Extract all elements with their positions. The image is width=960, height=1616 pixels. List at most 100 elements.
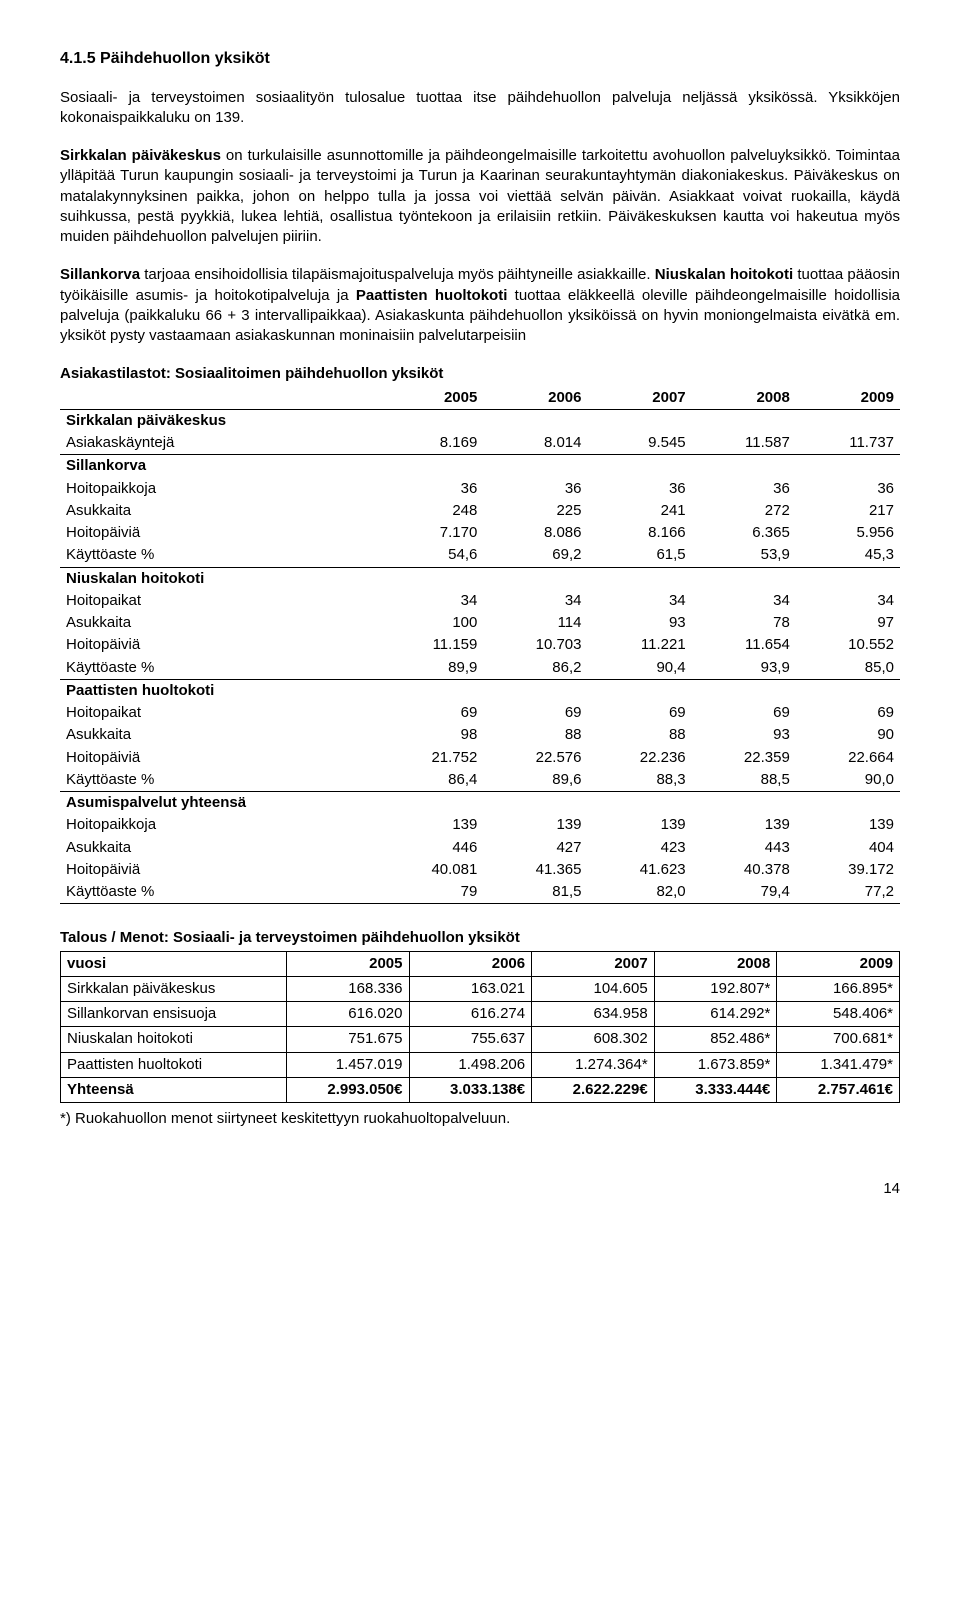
cell-value: 97 [796,612,900,634]
cell-value: 423 [588,837,692,859]
cell-value: 54,6 [379,544,483,567]
cell-value: 79 [379,881,483,904]
exp-cell: 548.406* [777,1002,900,1027]
exp-cell: 1.274.364* [532,1052,655,1077]
exp-cell: 192.807* [654,976,777,1001]
cell-value: 11.159 [379,634,483,656]
cell-value: 9.545 [588,432,692,455]
cell-value: 7.170 [379,522,483,544]
cell-value: 39.172 [796,859,900,881]
cell-value: 77,2 [796,881,900,904]
exp-cell: 1.498.206 [409,1052,532,1077]
cell-value: 139 [483,814,587,836]
group-name: Paattisten huoltokoti [60,679,900,702]
exp-cell: 166.895* [777,976,900,1001]
cell-value: 69 [379,702,483,724]
cell-value: 40.081 [379,859,483,881]
exp-total-cell: 3.033.138€ [409,1077,532,1102]
cell-value: 85,0 [796,657,900,680]
cell-value: 5.956 [796,522,900,544]
footnote: *) Ruokahuollon menot siirtyneet keskite… [60,1109,900,1129]
cell-value: 36 [379,478,483,500]
cell-value: 21.752 [379,747,483,769]
cell-value: 225 [483,500,587,522]
cell-value: 8.014 [483,432,587,455]
cell-value: 8.169 [379,432,483,455]
exp-cell: 616.020 [286,1002,409,1027]
exp-header: vuosi [61,951,287,976]
row-label: Hoitopaikat [60,590,379,612]
cell-value: 78 [692,612,796,634]
exp-header: 2009 [777,951,900,976]
cell-value: 22.576 [483,747,587,769]
cell-value: 79,4 [692,881,796,904]
exp-row-label: Sillankorvan ensisuoja [61,1002,287,1027]
row-label: Asukkaita [60,500,379,522]
row-label: Hoitopäiviä [60,747,379,769]
cell-value: 139 [796,814,900,836]
row-label: Asiakaskäyntejä [60,432,379,455]
exp-cell: 700.681* [777,1027,900,1052]
page-number: 14 [60,1179,900,1199]
cell-value: 69 [692,702,796,724]
cell-value: 89,9 [379,657,483,680]
exp-header: 2006 [409,951,532,976]
row-label: Hoitopaikkoja [60,478,379,500]
cell-value: 90,4 [588,657,692,680]
cell-value: 93 [588,612,692,634]
cell-value: 36 [483,478,587,500]
cell-value: 41.623 [588,859,692,881]
year-header: 2008 [692,387,796,410]
cell-value: 34 [796,590,900,612]
group-name: Sirkkalan päiväkeskus [60,409,900,432]
paragraph-2: Sirkkalan päiväkeskus on turkulaisille a… [60,146,900,247]
expenses-title: Talous / Menot: Sosiaali- ja terveystoim… [60,928,900,948]
cell-value: 11.221 [588,634,692,656]
exp-row-label: Paattisten huoltokoti [61,1052,287,1077]
cell-value: 41.365 [483,859,587,881]
exp-cell: 1.673.859* [654,1052,777,1077]
cell-value: 114 [483,612,587,634]
exp-row-label: Sirkkalan päiväkeskus [61,976,287,1001]
cell-value: 98 [379,724,483,746]
cell-value: 404 [796,837,900,859]
keyword-sirkkala: Sirkkalan päiväkeskus [60,147,221,164]
exp-total-cell: 2.622.229€ [532,1077,655,1102]
cell-value: 86,4 [379,769,483,792]
keyword-niuskala: Niuskalan hoitokoti [655,266,793,283]
paragraph-3: Sillankorva tarjoaa ensihoidollisia tila… [60,265,900,346]
cell-value: 34 [588,590,692,612]
cell-value: 86,2 [483,657,587,680]
year-header: 2007 [588,387,692,410]
cell-value: 34 [692,590,796,612]
exp-total-cell: 2.757.461€ [777,1077,900,1102]
cell-value: 6.365 [692,522,796,544]
cell-value: 69 [796,702,900,724]
exp-cell: 614.292* [654,1002,777,1027]
cell-value: 100 [379,612,483,634]
exp-cell: 104.605 [532,976,655,1001]
cell-value: 443 [692,837,796,859]
exp-row-label: Niuskalan hoitokoti [61,1027,287,1052]
cell-value: 53,9 [692,544,796,567]
row-label: Hoitopäiviä [60,634,379,656]
cell-value: 10.552 [796,634,900,656]
cell-value: 90 [796,724,900,746]
cell-value: 8.086 [483,522,587,544]
cell-value: 69,2 [483,544,587,567]
row-label: Käyttöaste % [60,769,379,792]
cell-value: 61,5 [588,544,692,567]
exp-header: 2008 [654,951,777,976]
exp-cell: 163.021 [409,976,532,1001]
cell-value: 89,6 [483,769,587,792]
cell-value: 88,5 [692,769,796,792]
row-label: Käyttöaste % [60,544,379,567]
year-header: 2005 [379,387,483,410]
exp-cell: 634.958 [532,1002,655,1027]
exp-total-cell: 3.333.444€ [654,1077,777,1102]
row-label: Hoitopäiviä [60,859,379,881]
group-name: Niuskalan hoitokoti [60,567,900,590]
cell-value: 36 [588,478,692,500]
cell-value: 69 [483,702,587,724]
cell-value: 90,0 [796,769,900,792]
